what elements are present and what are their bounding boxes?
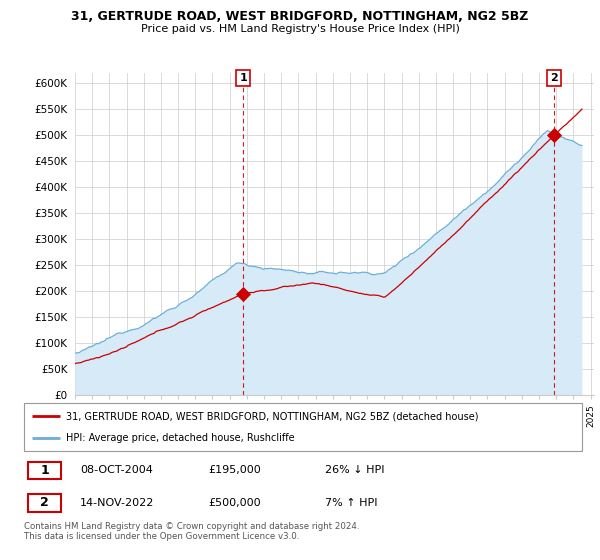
Text: Price paid vs. HM Land Registry's House Price Index (HPI): Price paid vs. HM Land Registry's House …: [140, 24, 460, 34]
Point: [549, 130, 559, 139]
Text: 14-NOV-2022: 14-NOV-2022: [80, 498, 154, 508]
Text: 31, GERTRUDE ROAD, WEST BRIDGFORD, NOTTINGHAM, NG2 5BZ: 31, GERTRUDE ROAD, WEST BRIDGFORD, NOTTI…: [71, 10, 529, 22]
Text: 1: 1: [40, 464, 49, 477]
Text: 26% ↓ HPI: 26% ↓ HPI: [325, 465, 385, 475]
FancyBboxPatch shape: [28, 461, 61, 479]
Point: [238, 289, 248, 298]
Text: Contains HM Land Registry data © Crown copyright and database right 2024.
This d: Contains HM Land Registry data © Crown c…: [24, 522, 359, 542]
Text: 7% ↑ HPI: 7% ↑ HPI: [325, 498, 378, 508]
Text: 31, GERTRUDE ROAD, WEST BRIDGFORD, NOTTINGHAM, NG2 5BZ (detached house): 31, GERTRUDE ROAD, WEST BRIDGFORD, NOTTI…: [66, 411, 478, 421]
Text: 2: 2: [550, 73, 558, 83]
FancyBboxPatch shape: [24, 403, 582, 451]
Text: 1: 1: [239, 73, 247, 83]
Text: £500,000: £500,000: [208, 498, 261, 508]
FancyBboxPatch shape: [28, 494, 61, 512]
Text: HPI: Average price, detached house, Rushcliffe: HPI: Average price, detached house, Rush…: [66, 433, 295, 443]
Text: £195,000: £195,000: [208, 465, 261, 475]
Text: 08-OCT-2004: 08-OCT-2004: [80, 465, 152, 475]
Text: 2: 2: [40, 497, 49, 510]
